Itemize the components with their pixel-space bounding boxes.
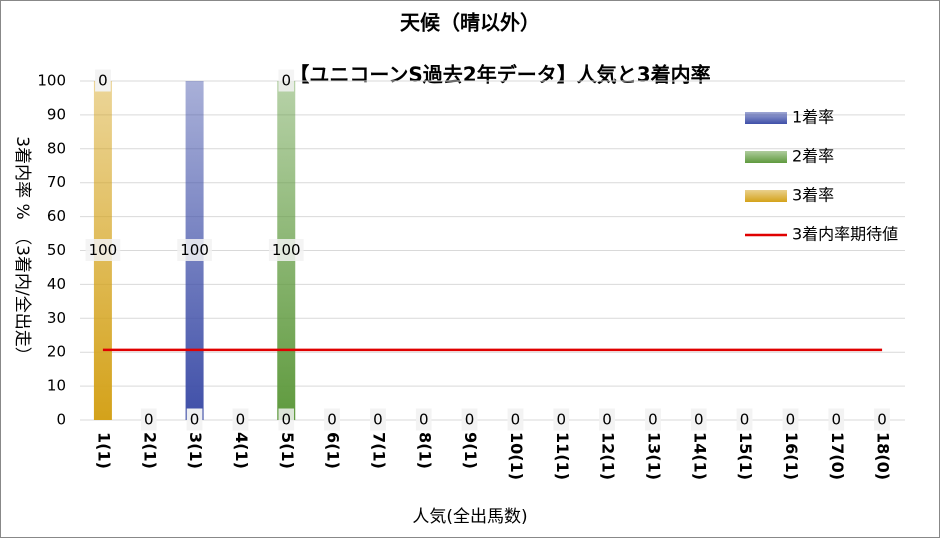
y-axis-label: 3着内率 % （3着内/全出走）: [12, 136, 32, 363]
x-tick-label: 13(1): [644, 432, 663, 480]
legend-label: 3着率: [792, 186, 834, 205]
data-label: 0: [648, 411, 658, 429]
data-label: 0: [831, 411, 841, 429]
x-tick-label: 12(1): [599, 432, 618, 480]
y-tick-label: 90: [47, 105, 66, 123]
x-tick-label: 14(1): [690, 432, 709, 480]
legend-swatch: [745, 151, 787, 163]
data-label: 0: [602, 411, 612, 429]
x-tick-label: 10(1): [507, 432, 526, 480]
data-label: 0: [877, 411, 887, 429]
y-tick-label: 70: [47, 173, 66, 191]
data-label: 0: [373, 411, 383, 429]
x-tick-label: 2(1): [140, 432, 159, 469]
x-tick-label: 9(1): [461, 432, 480, 469]
legend-swatch: [745, 112, 787, 124]
legend-label: 1着率: [792, 108, 834, 127]
legend-label: 3着内率期待値: [792, 225, 898, 244]
y-tick-label: 80: [47, 139, 66, 157]
x-tick-label: 17(0): [828, 432, 847, 480]
data-label: 0: [281, 411, 291, 429]
data-label: 0: [556, 411, 566, 429]
x-tick-label: 15(1): [736, 432, 755, 480]
x-tick-label: 7(1): [369, 432, 388, 469]
y-tick-label: 100: [37, 72, 66, 90]
data-label: 0: [511, 411, 521, 429]
y-tick-label: 20: [47, 343, 66, 361]
x-tick-label: 4(1): [232, 432, 251, 469]
y-tick-label: 50: [47, 241, 66, 259]
data-label: 0: [144, 411, 154, 429]
data-label: 100: [89, 241, 118, 259]
data-label: 0: [786, 411, 796, 429]
chart-subtitle: 【ユニコーンS過去2年データ】人気と3着内率: [289, 63, 710, 87]
y-tick-label: 30: [47, 309, 66, 327]
legend-label: 2着率: [792, 147, 834, 166]
data-label: 0: [98, 72, 108, 90]
data-label: 0: [327, 411, 337, 429]
y-tick-label: 60: [47, 207, 66, 225]
x-tick-label: 6(1): [324, 432, 343, 469]
data-label: 0: [465, 411, 475, 429]
legend-swatch: [745, 190, 787, 202]
x-tick-label: 18(0): [874, 432, 893, 480]
data-label: 0: [236, 411, 246, 429]
y-tick-label: 10: [47, 377, 66, 395]
x-tick-label: 5(1): [278, 432, 297, 469]
chart-title: 天候（晴以外）: [400, 11, 540, 35]
data-label: 0: [281, 72, 291, 90]
data-label: 100: [272, 241, 301, 259]
data-label: 100: [180, 241, 209, 259]
x-tick-label: 1(1): [94, 432, 113, 469]
y-tick-label: 40: [47, 275, 66, 293]
data-label: 0: [190, 411, 200, 429]
x-tick-label: 16(1): [782, 432, 801, 480]
data-label: 0: [694, 411, 704, 429]
x-tick-label: 3(1): [186, 432, 205, 469]
x-tick-label: 11(1): [553, 432, 572, 480]
data-label: 0: [419, 411, 429, 429]
x-axis-label: 人気(全出馬数): [412, 507, 527, 527]
x-tick-label: 8(1): [415, 432, 434, 469]
data-label: 0: [740, 411, 750, 429]
y-tick-label: 0: [56, 411, 66, 429]
